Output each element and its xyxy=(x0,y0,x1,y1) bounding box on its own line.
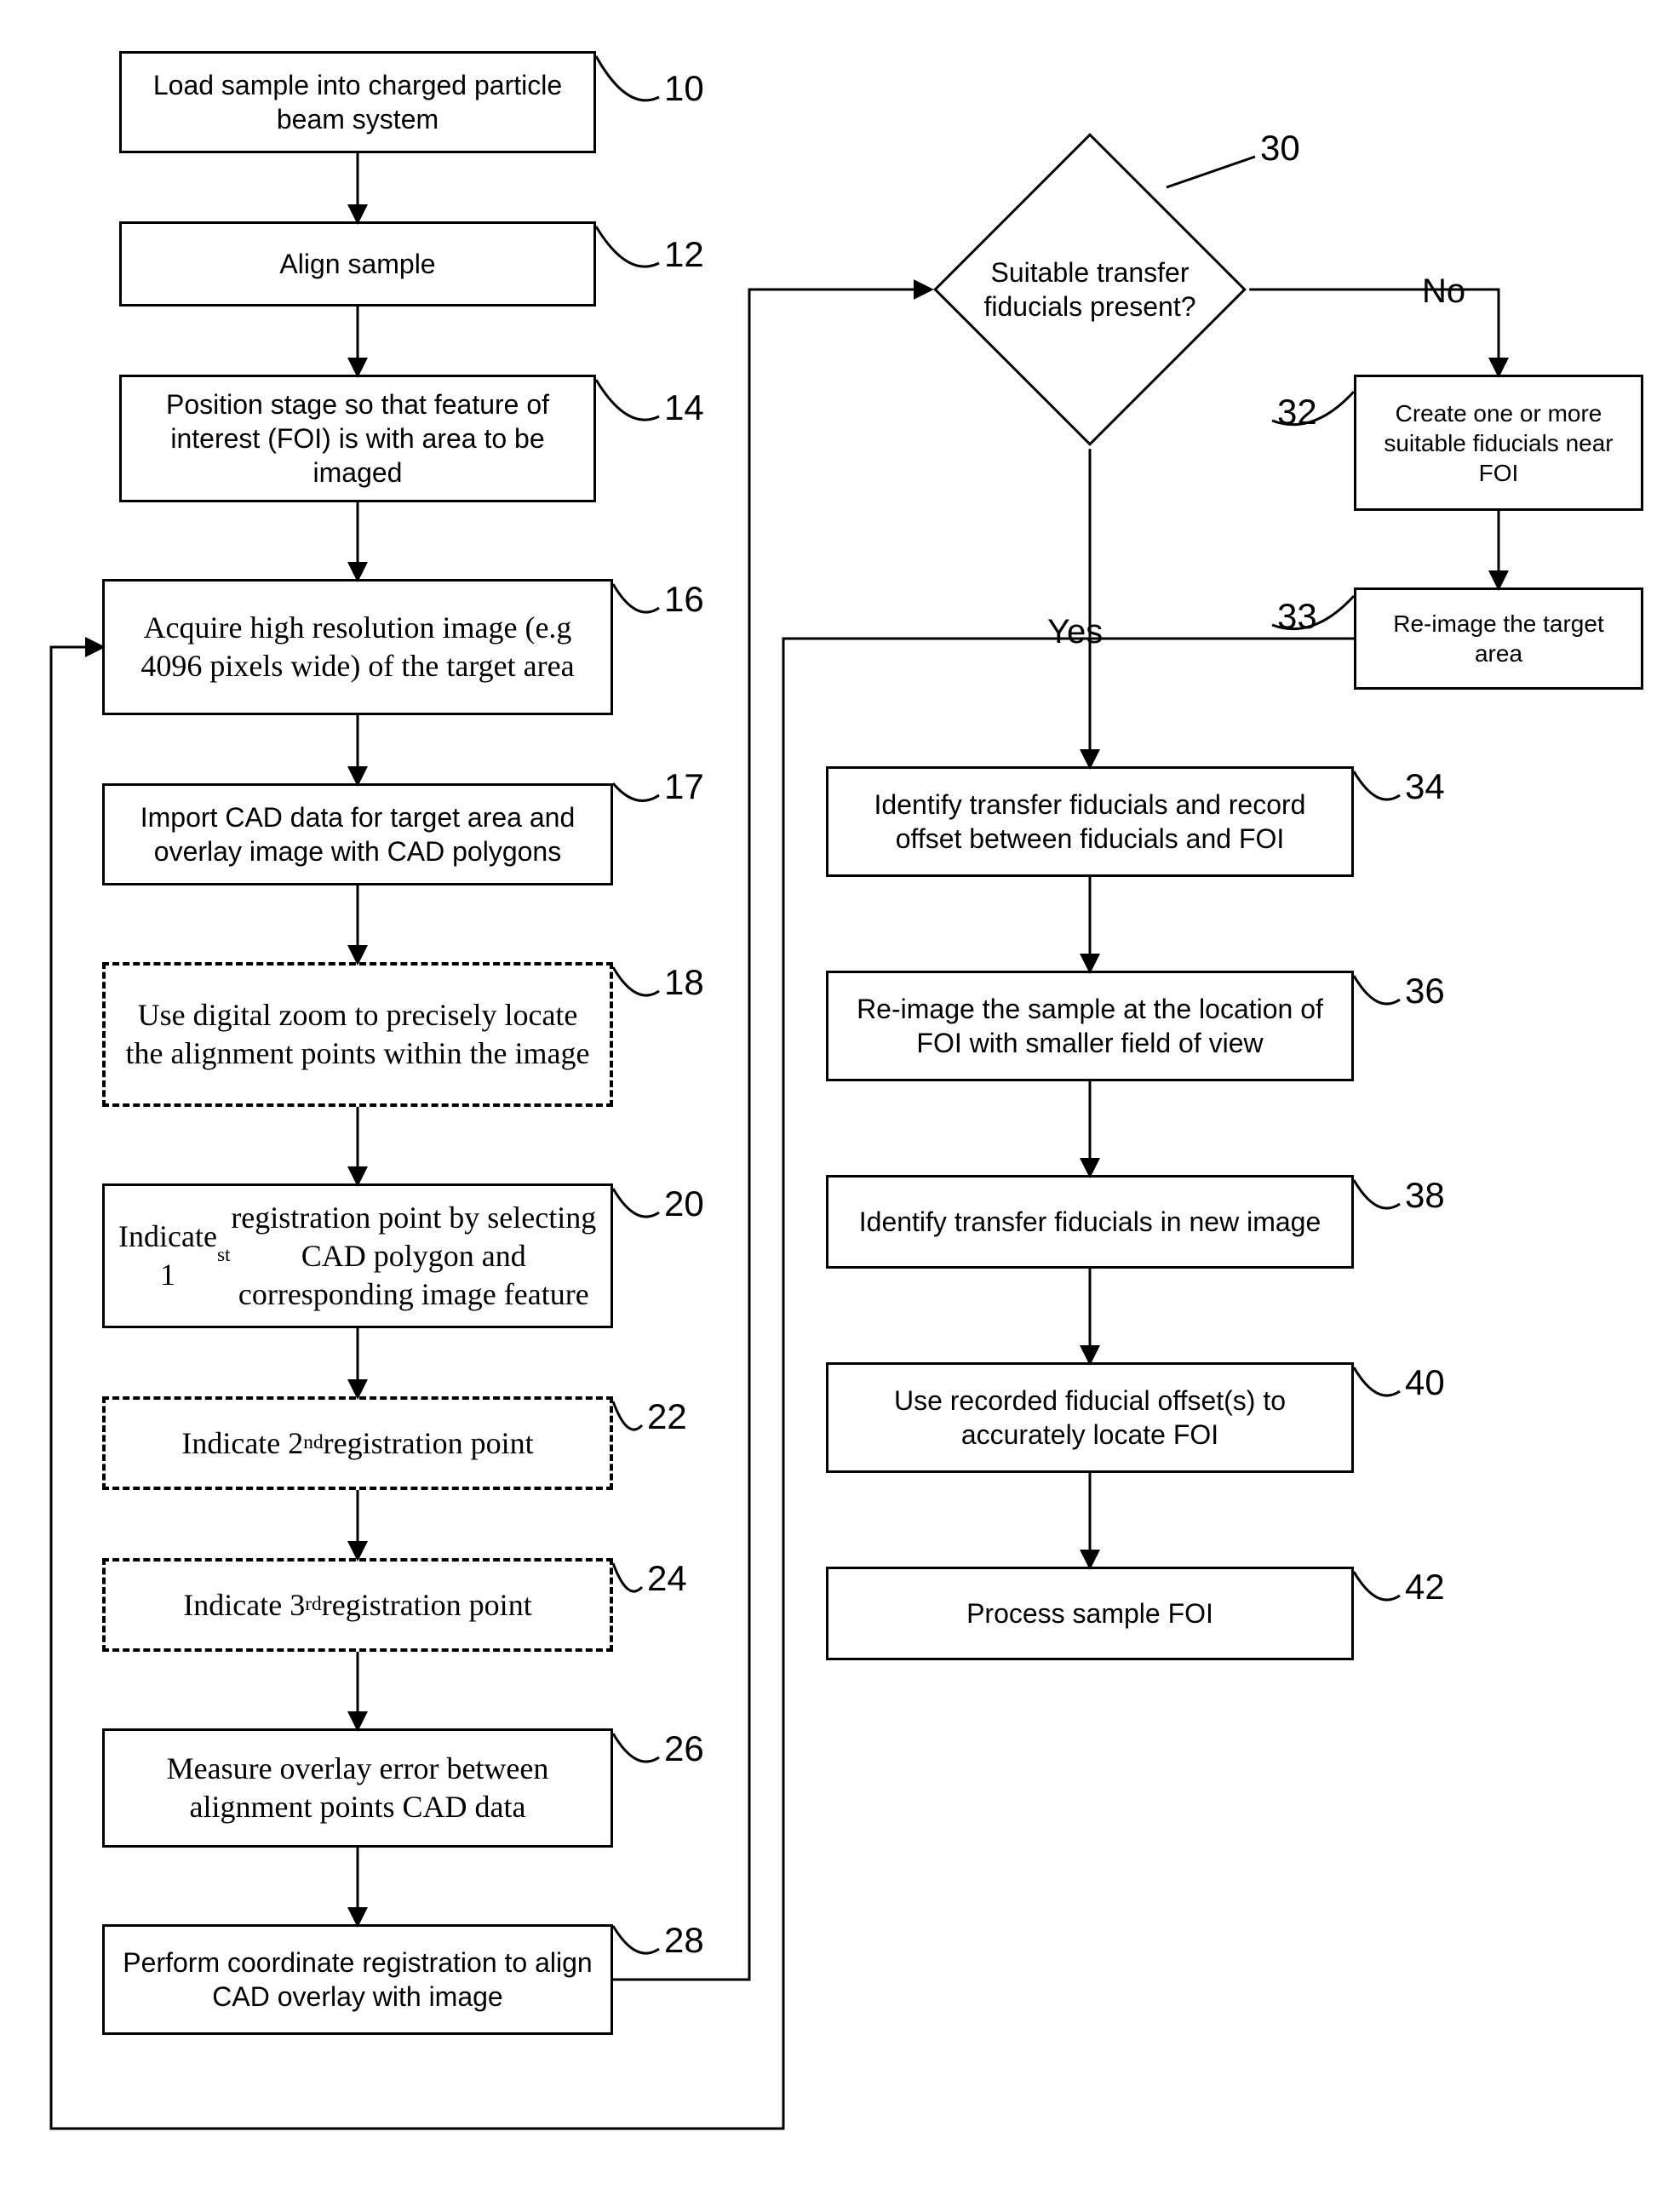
step-label-26: 26 xyxy=(664,1728,704,1769)
step-label-42: 42 xyxy=(1405,1567,1445,1607)
flow-node-16: Acquire high resolution image (e.g 4096 … xyxy=(102,579,613,715)
flow-node-32: Create one or more suitable fiducials ne… xyxy=(1354,375,1643,511)
step-label-22: 22 xyxy=(647,1396,687,1437)
flow-node-22: Indicate 2nd registration point xyxy=(102,1396,613,1490)
step-label-20: 20 xyxy=(664,1183,704,1224)
flow-node-14: Position stage so that feature of intere… xyxy=(119,375,596,502)
edge-label-no: No xyxy=(1422,272,1465,311)
flow-node-40: Use recorded fiducial offset(s) to accur… xyxy=(826,1362,1354,1473)
flow-node-34: Identify transfer fiducials and record o… xyxy=(826,766,1354,877)
flow-node-33: Re-image the target area xyxy=(1354,587,1643,690)
flow-node-20: Indicate 1st registration point by selec… xyxy=(102,1183,613,1328)
decision-text-30: Suitable transfer fiducials present? xyxy=(971,230,1209,349)
step-label-33: 33 xyxy=(1277,596,1317,637)
step-label-34: 34 xyxy=(1405,766,1445,807)
step-label-14: 14 xyxy=(664,387,704,428)
step-label-38: 38 xyxy=(1405,1175,1445,1216)
step-label-10: 10 xyxy=(664,68,704,109)
step-label-28: 28 xyxy=(664,1920,704,1961)
flowchart-canvas: Load sample into charged particle beam s… xyxy=(0,0,1674,2212)
step-label-17: 17 xyxy=(664,766,704,807)
flow-node-28: Perform coordinate registration to align… xyxy=(102,1924,613,2035)
flow-node-24: Indicate 3rd registration point xyxy=(102,1558,613,1652)
step-label-12: 12 xyxy=(664,234,704,275)
step-label-30: 30 xyxy=(1260,128,1300,169)
flow-node-18: Use digital zoom to precisely locate the… xyxy=(102,962,613,1107)
step-label-24: 24 xyxy=(647,1558,687,1599)
step-label-18: 18 xyxy=(664,962,704,1003)
flow-node-42: Process sample FOI xyxy=(826,1567,1354,1660)
step-label-16: 16 xyxy=(664,579,704,620)
step-label-32: 32 xyxy=(1277,392,1317,433)
step-label-36: 36 xyxy=(1405,971,1445,1011)
flow-node-36: Re-image the sample at the location of F… xyxy=(826,971,1354,1081)
flow-node-10: Load sample into charged particle beam s… xyxy=(119,51,596,153)
flow-node-12: Align sample xyxy=(119,221,596,307)
edge-label-yes: Yes xyxy=(1047,613,1103,651)
flow-node-38: Identify transfer fiducials in new image xyxy=(826,1175,1354,1269)
step-label-40: 40 xyxy=(1405,1362,1445,1403)
flow-node-26: Measure overlay error between alignment … xyxy=(102,1728,613,1848)
flow-node-17: Import CAD data for target area and over… xyxy=(102,783,613,885)
